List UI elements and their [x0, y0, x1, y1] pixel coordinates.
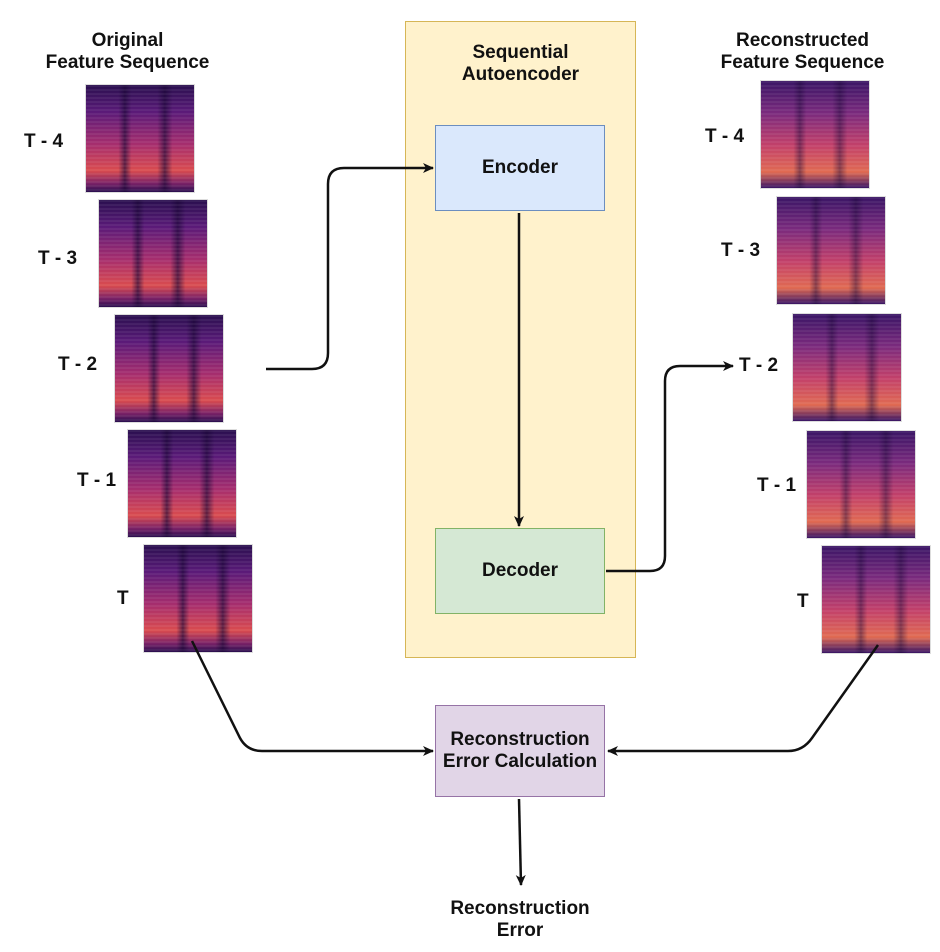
- original-title-line2: Feature Sequence: [45, 52, 210, 73]
- calc-label-line2: Error Calculation: [442, 751, 598, 772]
- reconstructed-frame-label-t-3: T - 3: [721, 240, 761, 261]
- original-spectrogram-t: [143, 544, 253, 653]
- original-frame-label-t-3: T - 3: [38, 248, 78, 269]
- container-title-line2: Autoencoder: [461, 64, 580, 85]
- original-spectrogram-t-1: [127, 429, 237, 538]
- reconstructed-title-line2: Feature Sequence: [720, 52, 885, 73]
- arrow-decoder-to-reconstructed: [606, 361, 734, 573]
- arrow-calc-to-output: [515, 798, 526, 886]
- reconstructed-spectrogram-t-2: [792, 313, 902, 422]
- reconstructed-title-line1: Reconstructed: [735, 30, 870, 51]
- original-sequence-title: Original Feature Sequence: [30, 30, 225, 74]
- reconstructed-frame-label-t-4: T - 4: [705, 126, 745, 147]
- reconstruction-error-calculation-box[interactable]: Reconstruction Error Calculation: [435, 705, 605, 797]
- container-title-line1: Sequential: [472, 42, 569, 63]
- reconstructed-sequence-title: Reconstructed Feature Sequence: [705, 30, 900, 74]
- encoder-label: Encoder: [481, 157, 559, 178]
- original-title-line1: Original: [91, 30, 164, 51]
- reconstructed-frame-label-t-2: T - 2: [739, 355, 779, 376]
- reconstructed-spectrogram-t-3: [776, 196, 886, 305]
- original-spectrogram-t-2: [114, 314, 224, 423]
- output-label-line1: Reconstruction: [450, 898, 590, 919]
- original-frame-label-t: T: [117, 588, 129, 609]
- reconstructed-spectrogram-t-1: [806, 430, 916, 539]
- original-spectrogram-t-4: [85, 84, 195, 193]
- original-frame-label-t-1: T - 1: [77, 470, 117, 491]
- reconstructed-frame-label-t-1: T - 1: [757, 475, 797, 496]
- calc-label-line1: Reconstruction: [450, 729, 590, 750]
- reconstructed-spectrogram-t: [821, 545, 931, 654]
- original-frame-label-t-4: T - 4: [24, 131, 64, 152]
- reconstructed-spectrogram-t-4: [760, 80, 870, 189]
- decoder-box[interactable]: Decoder: [435, 528, 605, 614]
- reconstruction-error-output: Reconstruction Error: [420, 898, 620, 942]
- arrow-sequence-to-encoder: [266, 163, 434, 371]
- encoder-box[interactable]: Encoder: [435, 125, 605, 211]
- original-spectrogram-t-3: [98, 199, 208, 308]
- container-title: Sequential Autoencoder: [462, 42, 579, 86]
- arrow-reconstructed-to-calc: [607, 644, 880, 756]
- original-frame-label-t-2: T - 2: [58, 354, 98, 375]
- reconstructed-frame-label-t: T: [797, 591, 809, 612]
- decoder-label: Decoder: [481, 560, 559, 581]
- output-label-line2: Error: [496, 920, 544, 941]
- arrow-original-to-calc: [190, 640, 434, 756]
